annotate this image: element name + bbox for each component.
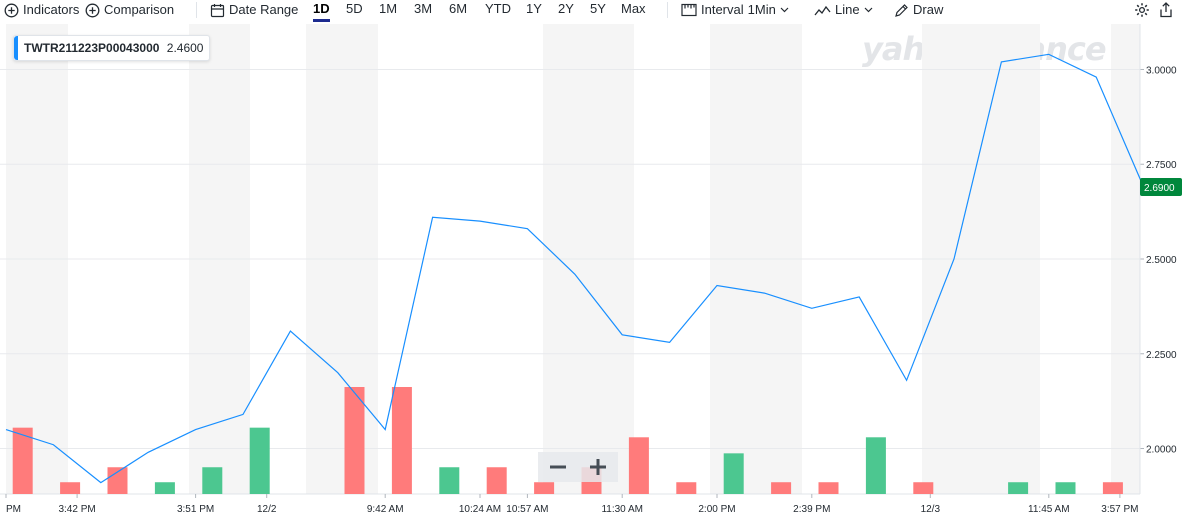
- x-tick-label: 11:45 AM: [1028, 504, 1070, 515]
- volume-bar: [913, 482, 934, 494]
- plus-circle-icon: [4, 3, 19, 17]
- gear-icon: [1135, 3, 1149, 17]
- chart-legend: TWTR211223P00043000 2.4600: [13, 35, 211, 61]
- settings-button[interactable]: [1134, 0, 1150, 20]
- volume-bar: [12, 427, 33, 494]
- chevron-down-icon: [864, 7, 873, 13]
- comparison-label: Comparison: [104, 2, 175, 17]
- interval-value: 1Min: [747, 2, 776, 17]
- volume-bar: [1102, 482, 1123, 494]
- x-tick-label: 10:57 AM: [506, 504, 548, 515]
- volume-bar: [1008, 482, 1029, 494]
- legend-value: 2.4600: [166, 41, 204, 55]
- range-3m[interactable]: 3M: [414, 1, 433, 16]
- volume-bar: [107, 467, 128, 494]
- date-range-button[interactable]: Date Range: [210, 0, 298, 20]
- volume-bar: [486, 467, 507, 494]
- draw-label: Draw: [913, 2, 944, 17]
- range-ytd[interactable]: YTD: [485, 1, 511, 16]
- indicators-label: Indicators: [23, 2, 80, 17]
- line-chart-icon: [814, 5, 831, 15]
- comparison-button[interactable]: Comparison: [85, 0, 174, 20]
- x-tick-label: 12/3: [921, 504, 941, 515]
- volume-bar: [818, 482, 839, 494]
- x-tick-label: PM: [6, 504, 21, 515]
- x-tick-label: 2:00 PM: [698, 504, 735, 515]
- chart-type-button[interactable]: Line: [814, 0, 873, 20]
- volume-bar: [865, 437, 886, 494]
- plus-circle-icon: [85, 3, 100, 17]
- volume-bar: [154, 482, 175, 494]
- y-tick-label: 2.0000: [1146, 445, 1177, 456]
- x-tick-label: 11:30 AM: [601, 504, 643, 515]
- interval-label: Interval: [701, 2, 744, 17]
- indicators-button[interactable]: Indicators: [4, 0, 79, 20]
- volume-bar: [344, 387, 365, 494]
- range-6m[interactable]: 6M: [449, 1, 468, 16]
- y-tick-label: 2.7500: [1146, 160, 1177, 171]
- x-tick-label: 3:42 PM: [58, 504, 95, 515]
- y-tick-label: 3.0000: [1146, 65, 1177, 76]
- range-5d[interactable]: 5D: [346, 1, 363, 16]
- x-tick-label: 9:42 AM: [367, 504, 404, 515]
- date-range-label: Date Range: [229, 2, 299, 17]
- volume-bar: [534, 482, 555, 494]
- legend-symbol: TWTR211223P00043000: [24, 41, 160, 55]
- toolbar-divider: [196, 2, 197, 18]
- zoom-controls: [538, 452, 618, 482]
- chart-toolbar: Indicators Comparison Date Range 1D 5D 1M 3…: [0, 0, 1185, 22]
- chart-type-label: Line: [835, 2, 860, 17]
- ruler-icon: [681, 3, 697, 17]
- volume-bar: [391, 387, 412, 494]
- x-tick-label: 2:39 PM: [793, 504, 830, 515]
- volume-bar: [628, 437, 649, 494]
- plus-icon: [590, 459, 606, 475]
- volume-bar: [771, 482, 792, 494]
- last-price-tag: [1140, 177, 1182, 196]
- volume-bar: [1055, 482, 1076, 494]
- minus-icon: [550, 465, 566, 469]
- x-tick-label: 12/2: [257, 504, 277, 515]
- zoom-in-button[interactable]: [578, 452, 618, 482]
- price-chart[interactable]: 3.0000 2.7500 2.5000 2.2500 2.0000 2.6900 PM 3:…: [0, 24, 1185, 526]
- volume-bar: [676, 482, 697, 494]
- x-tick-label: 3:51 PM: [177, 504, 214, 515]
- share-icon: [1160, 2, 1172, 18]
- range-2y[interactable]: 2Y: [558, 1, 574, 16]
- range-1y[interactable]: 1Y: [526, 1, 542, 16]
- chevron-down-icon: [780, 7, 789, 13]
- range-max[interactable]: Max: [621, 1, 646, 16]
- range-5y[interactable]: 5Y: [590, 1, 606, 16]
- zoom-out-button[interactable]: [538, 452, 578, 482]
- toolbar-divider: [667, 2, 668, 18]
- share-button[interactable]: [1159, 0, 1173, 20]
- range-1m[interactable]: 1M: [379, 1, 398, 16]
- range-1d[interactable]: 1D: [313, 0, 330, 22]
- pencil-icon: [895, 3, 908, 17]
- volume-bar: [202, 467, 223, 494]
- volume-bar: [723, 453, 744, 494]
- volume-bar: [249, 427, 270, 494]
- last-price-label: 2.6900: [1144, 183, 1175, 194]
- x-tick-label: 3:57 PM: [1101, 504, 1138, 515]
- x-tick-label: 10:24 AM: [459, 504, 501, 515]
- y-tick-label: 2.2500: [1146, 350, 1177, 361]
- interval-button[interactable]: Interval 1Min: [681, 0, 789, 20]
- volume-bar: [439, 467, 460, 494]
- volume-bar: [60, 482, 81, 494]
- price-line: [5, 53, 1145, 484]
- draw-button[interactable]: Draw: [894, 0, 943, 20]
- calendar-icon: [210, 3, 225, 17]
- y-tick-label: 2.5000: [1146, 255, 1177, 266]
